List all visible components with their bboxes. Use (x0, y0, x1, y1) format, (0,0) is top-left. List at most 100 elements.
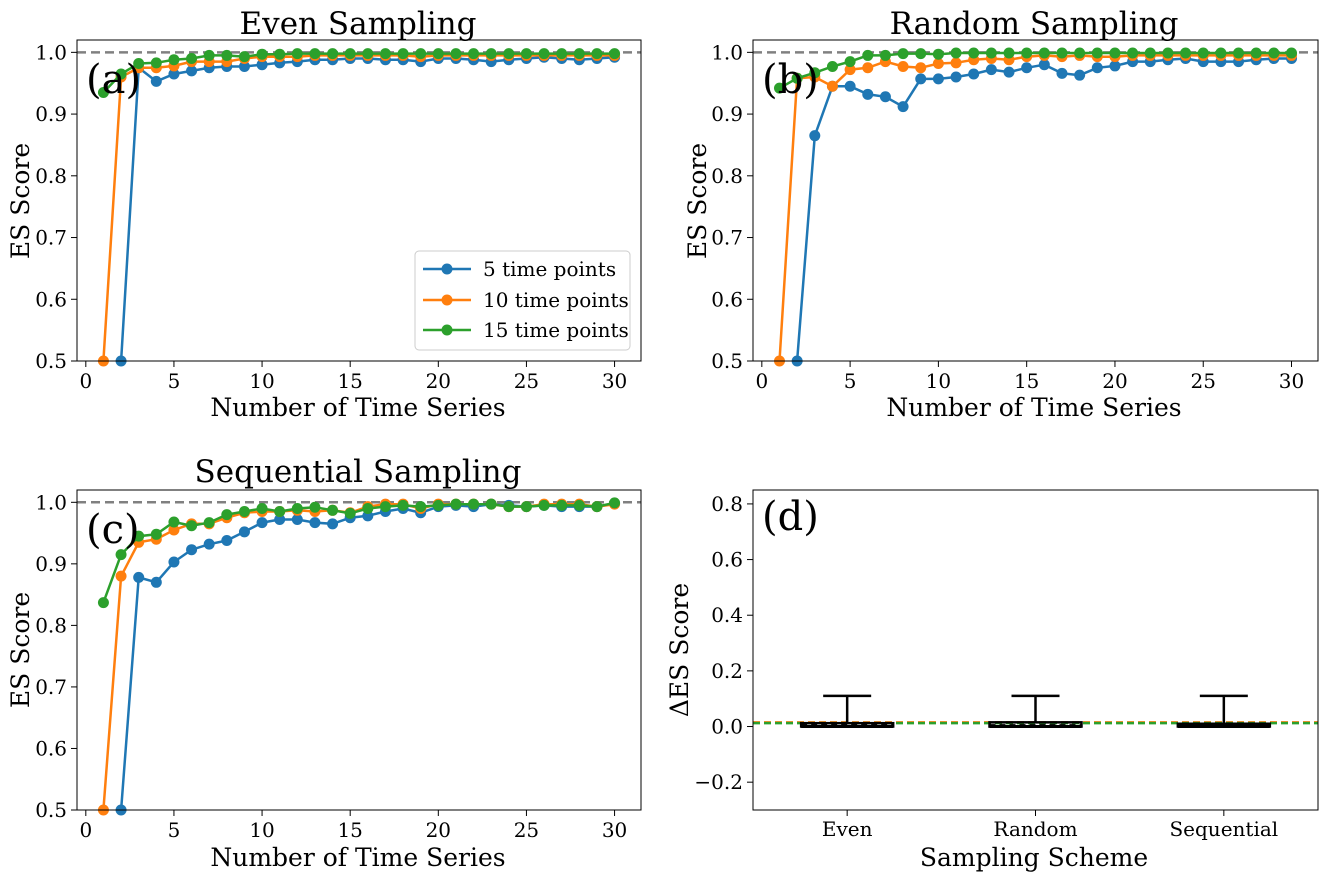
panel-c-point-5-time-points (221, 534, 233, 546)
panel-a-point-15-time-points (485, 48, 497, 60)
panel-c-title: Sequential Sampling (195, 454, 522, 490)
panel-c-series-line-10-time-points (102, 502, 615, 811)
panel-c-point-15-time-points (291, 502, 303, 514)
panel-a-ytick-label: 0.9 (35, 102, 67, 126)
panel-a-point-5-time-points (186, 65, 198, 77)
panel-b-point-15-time-points (809, 67, 821, 79)
panel-c-ytick-label: 0.8 (35, 613, 67, 637)
panel-a-even-sampling: Even Sampling 0 5 10 15 20 25 30 0.5 0.6 0.7 0.8 0.… (6, 6, 642, 422)
panel-c-point-15-time-points (309, 501, 321, 513)
panel-c-point-10-time-points (168, 524, 180, 536)
panel-a-point-15-time-points (150, 57, 162, 69)
panel-a-ytick-label: 0.5 (35, 349, 67, 373)
panel-b-point-15-time-points (1268, 47, 1280, 59)
panel-a-point-15-time-points (556, 48, 568, 60)
panel-d-label: (d) (762, 494, 819, 540)
panel-b-point-15-time-points (1286, 47, 1298, 59)
panel-a-point-5-time-points (238, 61, 250, 73)
panel-b-point-10-time-points (950, 57, 962, 69)
panel-d-ytick-label: −0.2 (694, 770, 743, 794)
panel-c-xtick-label: 20 (426, 818, 451, 842)
panel-c-point-5-time-points (203, 538, 215, 550)
panel-b-point-15-time-points (1003, 47, 1015, 59)
panel-b-point-15-time-points (1144, 47, 1156, 59)
panel-d-ytick-label: 0.4 (711, 603, 743, 627)
panel-c-point-5-time-points (291, 514, 303, 526)
panel-c-axes-frame (76, 489, 642, 811)
panel-a-xtick-label: 5 (168, 369, 181, 393)
panel-b-point-15-time-points (862, 49, 874, 61)
panel-d-xtick-label-even: Even (822, 817, 873, 841)
panel-a-point-15-time-points (327, 48, 339, 60)
panel-a-title: Even Sampling (240, 6, 477, 42)
panel-a-legend: 5 time points 10 time points 15 time poi… (414, 250, 631, 351)
panel-d-axes-frame (752, 489, 1319, 811)
panel-a-ytick-label: 0.7 (35, 226, 67, 250)
panel-c-label: (c) (86, 507, 140, 553)
panel-b-ytick-label: 0.6 (711, 287, 743, 311)
panel-b-point-15-time-points (1162, 47, 1174, 59)
panel-d-xlabel: Sampling Scheme (920, 843, 1148, 872)
panel-c-ytick-label: 0.6 (35, 736, 67, 760)
panel-c-xtick-label: 0 (79, 818, 92, 842)
panel-a-label: (a) (86, 57, 141, 103)
panel-b-point-15-time-points (1109, 47, 1121, 59)
panel-b-point-10-time-points (932, 57, 944, 69)
panel-c-point-5-time-points (168, 556, 180, 568)
panel-a-point-15-time-points (133, 57, 145, 69)
panel-a-point-15-time-points (609, 48, 621, 60)
panel-b-point-5-time-points (968, 68, 980, 80)
panel-b-point-15-time-points (897, 48, 909, 60)
panel-b-point-5-time-points (844, 80, 856, 92)
panel-c-point-5-time-points (256, 517, 268, 529)
panel-a-xtick-label: 0 (79, 369, 92, 393)
panel-b-series-line-10-time-points (778, 54, 1292, 362)
panel-a-point-15-time-points (186, 53, 198, 65)
legend-marker-15-time-points (441, 324, 453, 336)
panel-c-point-15-time-points (97, 597, 109, 609)
panel-b-ytick-label: 0.8 (711, 164, 743, 188)
panel-b-point-5-time-points (1038, 59, 1050, 71)
panel-c-xtick-label: 5 (168, 818, 181, 842)
panel-c-point-15-time-points (150, 528, 162, 540)
panel-b-point-15-time-points (1038, 47, 1050, 59)
panel-a-xtick-label: 15 (337, 369, 362, 393)
panel-b-point-10-time-points (897, 61, 909, 73)
panel-b-point-15-time-points (1250, 47, 1262, 59)
panel-d-ylabel: ΔES Score (665, 583, 694, 717)
panel-a-point-15-time-points (362, 48, 374, 60)
panel-d-ytick-label: 0.8 (711, 492, 743, 516)
panel-c-point-15-time-points (609, 497, 621, 509)
panel-a-point-15-time-points (520, 48, 532, 60)
panel-b-point-15-time-points (968, 47, 980, 59)
panel-a-point-15-time-points (538, 48, 550, 60)
panel-c-point-15-time-points (274, 506, 286, 518)
panel-b-point-15-time-points (844, 56, 856, 68)
panel-a-ytick-label: 0.6 (35, 287, 67, 311)
panel-a-ytick-label: 0.8 (35, 164, 67, 188)
panel-c-sequential-sampling: Sequential Sampling 0 5 10 15 20 25 30 0.5 0.6 0.… (6, 454, 642, 872)
panel-a-point-5-time-points (256, 59, 268, 71)
panel-b-xlabel: Number of Time Series (886, 393, 1181, 422)
panel-c-point-15-time-points (344, 507, 356, 519)
panel-b-point-5-time-points (1021, 62, 1033, 74)
panel-b-label: (b) (762, 57, 819, 103)
panel-c-xtick-label: 30 (602, 818, 627, 842)
panel-b-point-15-time-points (1197, 47, 1209, 59)
panel-b-xtick-label: 20 (1102, 369, 1127, 393)
panel-c-xlabel: Number of Time Series (210, 843, 505, 872)
panel-c-point-15-time-points (133, 530, 145, 542)
panel-c-point-15-time-points (362, 502, 374, 514)
panel-a-point-15-time-points (274, 48, 286, 60)
panel-c-point-15-time-points (221, 509, 233, 521)
panel-c-point-15-time-points (415, 501, 427, 513)
panel-a-point-5-time-points (150, 75, 162, 87)
panel-a-point-15-time-points (344, 48, 356, 60)
panel-a-point-15-time-points (397, 48, 409, 60)
panel-d-xtick-label-random: Random (993, 817, 1077, 841)
panel-b-point-15-time-points (915, 48, 927, 60)
panel-a-xtick-label: 10 (249, 369, 274, 393)
panel-c-point-15-time-points (450, 498, 462, 510)
panel-b-point-5-time-points (932, 73, 944, 85)
panel-b-point-5-time-points (1074, 69, 1086, 81)
